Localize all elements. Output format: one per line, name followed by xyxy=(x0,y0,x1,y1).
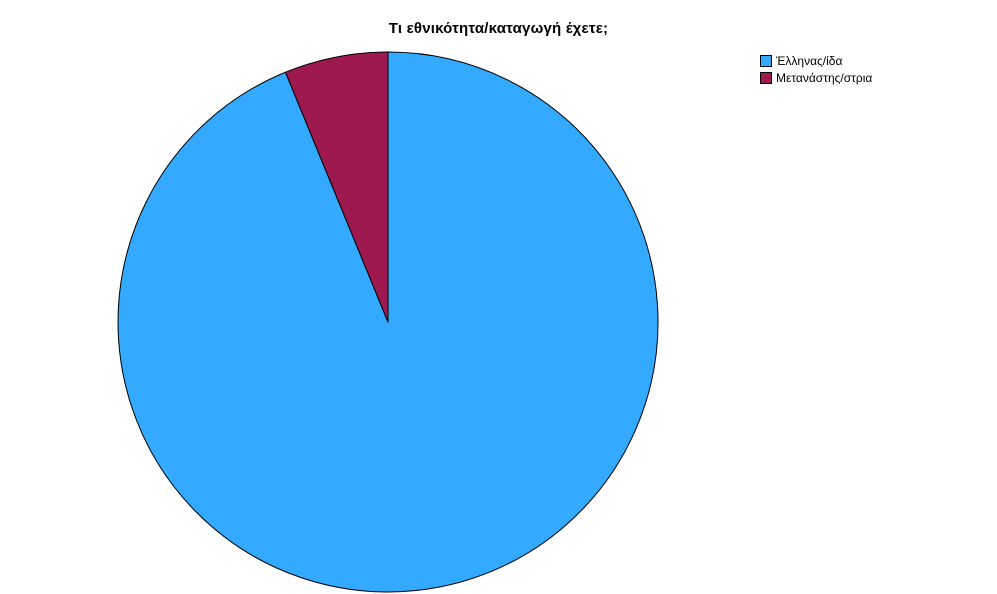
legend-label-0: Έλληνας/ίδα xyxy=(776,53,843,68)
legend-label-1: Μετανάστης/στρια xyxy=(776,70,873,85)
legend: Έλληνας/ίδα Μετανάστης/στρια xyxy=(760,52,872,86)
legend-swatch-0 xyxy=(760,54,772,67)
pie-slice-1 xyxy=(284,51,389,323)
legend-item: Μετανάστης/στρια xyxy=(760,69,872,86)
legend-item: Έλληνας/ίδα xyxy=(760,52,872,69)
pie-slices xyxy=(117,51,659,593)
chart-title: Τι εθνικότητα/καταγωγή έχετε; xyxy=(388,20,609,37)
legend-swatch-1 xyxy=(760,71,772,84)
